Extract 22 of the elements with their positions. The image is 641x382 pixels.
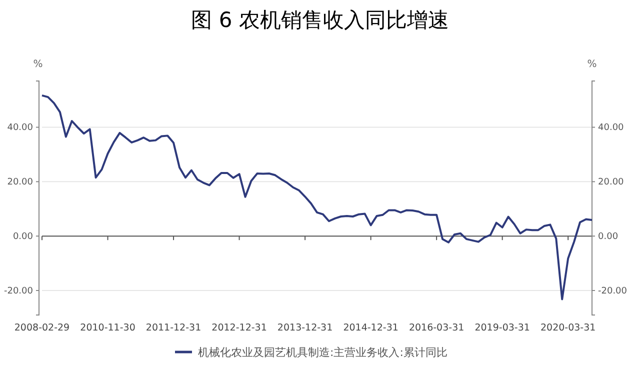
y-tick-label: 20.00 (7, 178, 34, 188)
x-tick-label: 2011-12-31 (146, 322, 202, 334)
x-tick-label: 2014-12-31 (343, 322, 398, 334)
y2-axis-title: % (587, 59, 597, 70)
x-tick-label: 2016-03-31 (408, 322, 464, 334)
y2-tick-label: 40.00 (598, 123, 624, 134)
y2-tick-label: -20.00 (598, 286, 628, 296)
x-tick-label: 2008-02-29 (14, 322, 70, 334)
y2-tick-label: 0.00 (598, 232, 618, 242)
line-series (41, 94, 593, 300)
y-tick-label: 0.00 (12, 232, 34, 242)
x-tick-label: 2019-03-31 (474, 322, 530, 334)
x-tick-label: 2013-12-31 (277, 322, 333, 334)
x-tick-label: 2010-11-30 (80, 322, 136, 334)
y-axis-title: % (33, 59, 43, 70)
x-tick-label: 2012-12-31 (212, 322, 267, 334)
y-tick-label: -20.00 (4, 286, 34, 296)
x-tick-label: 2020-03-31 (540, 322, 596, 334)
y-tick-label: 40.00 (7, 123, 34, 134)
legend-label: 机械化农业及园艺机具制造:主营业务收入:累计同比 (198, 346, 448, 359)
chart-title: 图 6 农机销售收入同比增速 (191, 8, 449, 32)
y2-tick-label: 20.00 (598, 178, 624, 188)
